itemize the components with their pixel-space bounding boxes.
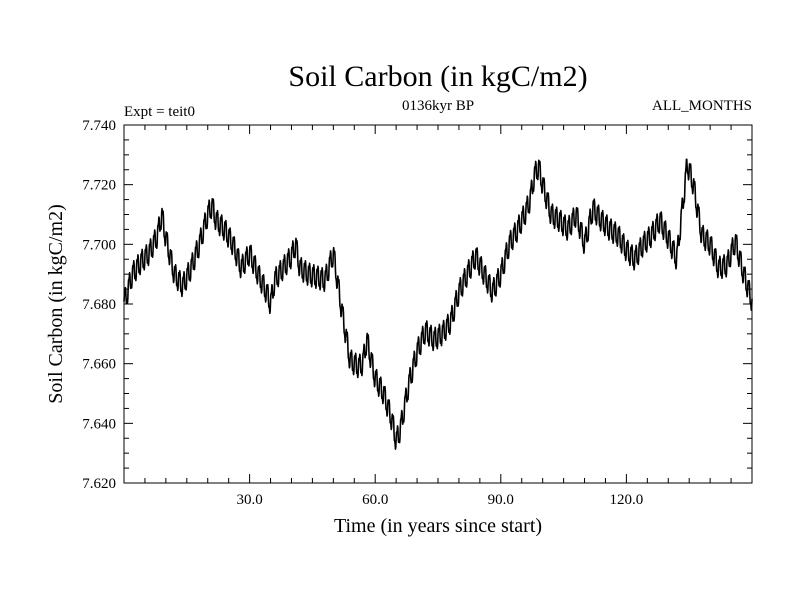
y-tick-label: 7.620 <box>82 476 116 492</box>
y-tick-label: 7.680 <box>82 297 116 313</box>
y-axis-title: Soil Carbon (in kgC/m2) <box>45 204 67 403</box>
axis-tick-labels: 7.620 7.640 7.660 7.680 7.700 7.720 7.740 30.0 6… <box>82 118 643 508</box>
series-line <box>123 158 753 450</box>
axis-ticks <box>124 124 752 484</box>
y-tick-label: 7.640 <box>82 416 116 432</box>
plot-frame <box>123 124 753 484</box>
y-tick-label: 7.700 <box>82 237 116 253</box>
y-tick-label: 7.740 <box>82 118 116 134</box>
chart-title: Soil Carbon (in kgC/m2) <box>288 60 587 93</box>
x-tick-label: 90.0 <box>488 492 514 508</box>
x-axis-title: Time (in years since start) <box>334 515 542 537</box>
y-tick-label: 7.720 <box>82 178 116 194</box>
x-tick-label: 30.0 <box>236 492 262 508</box>
x-tick-label: 60.0 <box>362 492 388 508</box>
months-label: ALL_MONTHS <box>652 98 752 114</box>
x-tick-label: 120.0 <box>610 492 644 508</box>
chart-subtitle: 0136kyr BP <box>402 98 474 114</box>
experiment-label: Expt = teit0 <box>124 104 195 120</box>
y-tick-label: 7.660 <box>82 357 116 373</box>
